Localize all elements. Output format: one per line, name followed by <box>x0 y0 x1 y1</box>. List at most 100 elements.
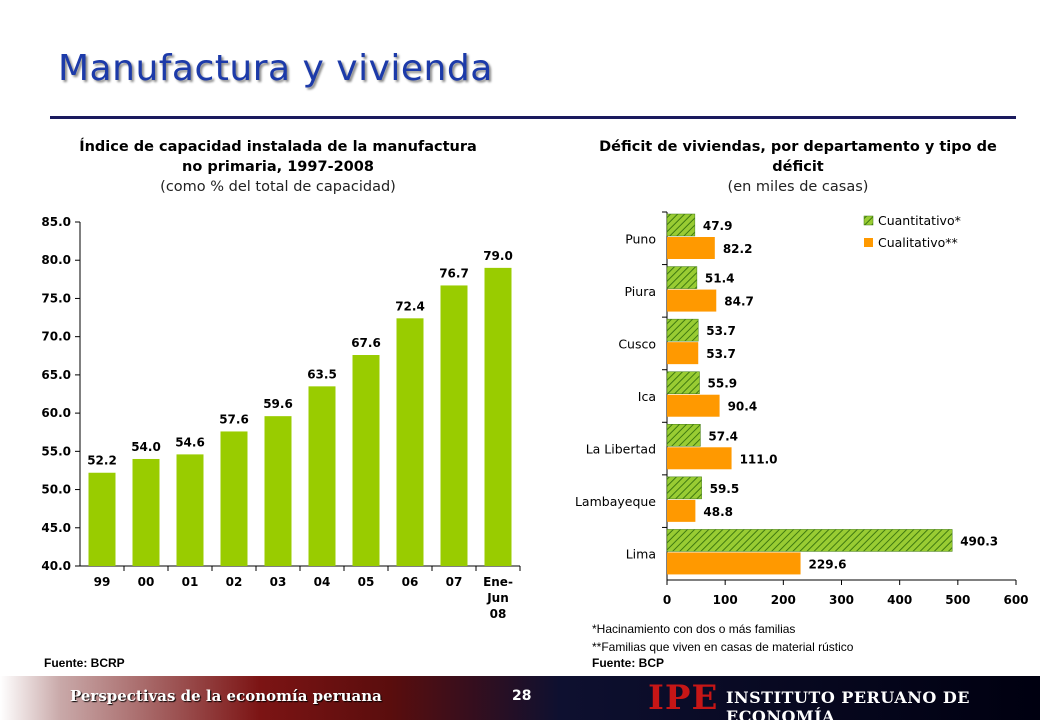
x-tick-label: 400 <box>887 593 912 607</box>
x-category-label: 01 <box>182 575 199 589</box>
organization-name: INSTITUTO PERUANO DE ECONOMÍA <box>726 688 970 720</box>
ipe-logo: IPE <box>648 678 719 718</box>
cuantitativo-value-label: 490.3 <box>960 534 998 548</box>
y-tick-label: 70.0 <box>41 330 71 344</box>
cualitativo-bar <box>667 342 699 365</box>
cualitativo-bar <box>667 499 696 522</box>
capacity-bar <box>132 458 160 566</box>
legend-swatch-cualitativo <box>864 238 873 247</box>
x-category-label: 07 <box>446 575 463 589</box>
cualitativo-value-label: 90.4 <box>728 400 758 414</box>
cuantitativo-bar <box>666 266 698 289</box>
cualitativo-value-label: 53.7 <box>706 347 736 361</box>
capacity-value-label: 57.6 <box>219 412 249 426</box>
footer-bar: Perspectivas de la economía peruana 28 I… <box>0 676 1040 720</box>
capacity-value-label: 54.0 <box>131 440 161 454</box>
y-tick-label: 60.0 <box>41 406 71 420</box>
capacity-value-label: 72.4 <box>395 299 425 313</box>
left-chart-title-block: Índice de capacidad instalada de la manu… <box>78 137 478 197</box>
cualitativo-value-label: 48.8 <box>703 505 733 519</box>
footer-subtitle: Perspectivas de la economía peruana <box>70 687 382 705</box>
department-label: Lima <box>626 547 656 562</box>
x-category-label: 06 <box>402 575 419 589</box>
slide-title: Manufactura y vivienda <box>58 48 493 89</box>
y-tick-label: 55.0 <box>41 444 71 458</box>
x-category-label: 05 <box>358 575 375 589</box>
y-tick-label: 85.0 <box>41 215 71 229</box>
x-category-label: 04 <box>314 575 331 589</box>
x-category-label: 00 <box>138 575 155 589</box>
capacity-bar <box>440 285 468 566</box>
footnote-cuantitativo: *Hacinamiento con dos o más familias <box>592 622 796 636</box>
capacity-bar <box>484 267 512 566</box>
y-tick-label: 45.0 <box>41 521 71 535</box>
capacity-bar <box>308 386 336 566</box>
x-category-label: 99 <box>94 575 111 589</box>
chart-legend: Cuantitativo* Cualitativo** <box>863 213 961 250</box>
page-number: 28 <box>512 688 532 704</box>
x-category-label: Ene- <box>483 575 513 589</box>
capacity-value-label: 52.2 <box>87 454 117 468</box>
y-tick-label: 75.0 <box>41 291 71 305</box>
cualitativo-value-label: 111.0 <box>740 452 778 466</box>
cualitativo-bar <box>667 394 720 417</box>
right-chart-subtitle: (en miles de casas) <box>727 179 869 195</box>
housing-deficit-bar-chart: 0 100 200 300 400 500 600 Puno 47.9 82.2 Piura 51.4… <box>575 211 1029 607</box>
cualitativo-value-label: 82.2 <box>723 242 753 256</box>
cualitativo-value-label: 229.6 <box>809 557 847 571</box>
department-label: Piura <box>625 284 656 299</box>
cuantitativo-value-label: 51.4 <box>705 272 735 286</box>
left-chart-source: Fuente: BCRP <box>44 656 125 670</box>
y-tick-label: 80.0 <box>41 253 71 267</box>
x-tick-label: 300 <box>829 593 854 607</box>
x-category-label: 02 <box>226 575 243 589</box>
x-category-label: 08 <box>490 607 507 621</box>
cuantitativo-bar <box>666 424 701 447</box>
cuantitativo-value-label: 55.9 <box>708 377 738 391</box>
capacity-bar <box>220 431 248 566</box>
legend-label-cuantitativo: Cuantitativo* <box>878 213 961 228</box>
cuantitativo-bar <box>666 371 700 394</box>
cuantitativo-bar <box>666 213 696 237</box>
cuantitativo-value-label: 47.9 <box>703 219 733 233</box>
capacity-value-label: 63.5 <box>307 367 337 381</box>
charts-canvas: 40.0 45.0 50.0 55.0 60.0 65.0 70.0 75.0 80.0 85.0… <box>41 211 1029 621</box>
cuantitativo-bar <box>666 476 702 500</box>
left-chart-title: Índice de capacidad instalada de la manu… <box>79 139 477 175</box>
department-label: La Libertad <box>586 442 656 457</box>
cualitativo-value-label: 84.7 <box>724 295 754 309</box>
footnote-cualitativo: **Familias que viven en casas de materia… <box>592 640 854 654</box>
y-tick-label: 40.0 <box>41 559 71 573</box>
right-chart-title: Déficit de viviendas, por departamento y… <box>599 139 997 175</box>
x-tick-label: 200 <box>771 593 796 607</box>
capacity-bar <box>88 472 116 566</box>
x-tick-label: 600 <box>1003 593 1028 607</box>
legend-swatch-cuantitativo <box>863 215 874 226</box>
department-label: Ica <box>638 389 656 404</box>
department-label: Puno <box>625 231 656 246</box>
capacity-value-label: 79.0 <box>483 249 513 263</box>
capacity-value-label: 54.6 <box>175 435 205 449</box>
department-label: Cusco <box>618 336 656 351</box>
capacity-bar-chart: 40.0 45.0 50.0 55.0 60.0 65.0 70.0 75.0 80.0 85.0… <box>41 215 521 621</box>
x-tick-label: 500 <box>945 593 970 607</box>
x-tick-label: 100 <box>713 593 738 607</box>
capacity-bar <box>352 355 380 566</box>
x-category-label: 03 <box>270 575 287 589</box>
cualitativo-bar <box>667 447 732 470</box>
title-divider <box>50 116 1016 119</box>
capacity-bar <box>176 454 204 566</box>
capacity-bar <box>264 416 292 566</box>
capacity-value-label: 76.7 <box>439 266 469 280</box>
x-category-label: Jun <box>486 591 509 605</box>
cuantitativo-value-label: 57.4 <box>708 429 738 443</box>
y-tick-label: 50.0 <box>41 483 71 497</box>
y-tick-label: 65.0 <box>41 368 71 382</box>
left-chart-subtitle: (como % del total de capacidad) <box>160 179 396 195</box>
right-chart-title-block: Déficit de viviendas, por departamento y… <box>588 137 1008 197</box>
legend-label-cualitativo: Cualitativo** <box>878 235 958 250</box>
cuantitativo-value-label: 53.7 <box>706 324 736 338</box>
cualitativo-bar <box>667 237 715 259</box>
cualitativo-bar <box>667 552 801 575</box>
capacity-bar <box>396 318 424 566</box>
